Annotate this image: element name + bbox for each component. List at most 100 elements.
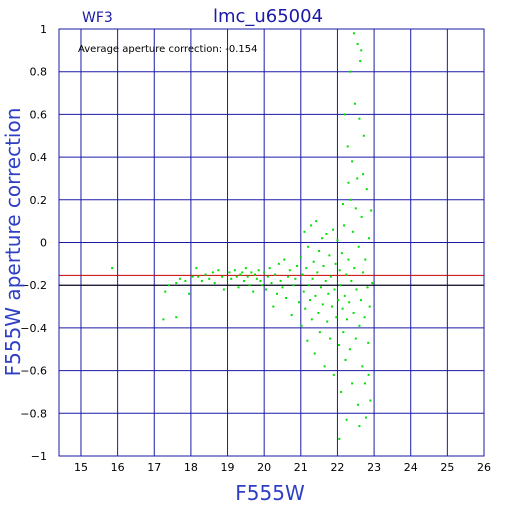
data-point — [191, 275, 194, 278]
data-point — [296, 264, 299, 267]
data-point — [228, 271, 231, 274]
data-point — [313, 352, 316, 355]
data-point — [337, 343, 340, 346]
data-point — [330, 305, 333, 308]
data-point — [338, 269, 341, 272]
y-tick-label: −0.4 — [20, 322, 47, 335]
data-point — [351, 230, 354, 233]
data-point — [297, 301, 300, 304]
data-point — [358, 117, 361, 120]
data-point — [356, 403, 359, 406]
data-point — [332, 373, 335, 376]
data-point — [250, 271, 253, 274]
reference-lines — [59, 274, 484, 286]
x-tick-label: 24 — [404, 461, 418, 474]
data-point — [333, 288, 336, 291]
x-tick-label: 22 — [330, 461, 344, 474]
data-point — [288, 269, 291, 272]
x-tick-label: 26 — [477, 461, 491, 474]
y-tick-label: 1 — [40, 23, 47, 36]
data-point — [341, 307, 344, 310]
data-point — [329, 337, 332, 340]
y-tick-label: 0 — [40, 237, 47, 250]
data-point — [347, 258, 350, 261]
x-tick-label: 25 — [440, 461, 454, 474]
data-point — [348, 348, 351, 351]
data-point — [349, 70, 352, 73]
data-point — [335, 316, 338, 319]
data-point — [294, 277, 297, 280]
data-point — [346, 145, 349, 148]
x-tick-label: 19 — [221, 461, 235, 474]
data-point — [340, 390, 343, 393]
data-point — [164, 290, 167, 293]
data-point — [241, 271, 244, 274]
data-point — [175, 282, 178, 285]
data-point — [307, 245, 310, 248]
data-point — [367, 341, 370, 344]
data-point — [254, 273, 257, 276]
chart-subtitle: WF3 — [82, 10, 113, 26]
data-point — [314, 294, 317, 297]
data-point — [365, 188, 368, 191]
data-point — [359, 299, 362, 302]
data-point — [352, 311, 355, 314]
y-tick-label: −0.8 — [20, 407, 47, 420]
data-point — [355, 288, 358, 291]
data-point — [318, 331, 321, 334]
x-tick-label: 21 — [294, 461, 308, 474]
average-annotation: Average aperture correction: -0.154 — [78, 44, 258, 55]
data-point — [336, 239, 339, 242]
data-point — [362, 271, 365, 274]
data-point — [322, 264, 325, 267]
data-point — [364, 258, 367, 261]
data-point — [341, 203, 344, 206]
data-point — [285, 297, 288, 300]
data-point — [353, 267, 356, 270]
data-point — [345, 273, 348, 276]
data-point — [200, 279, 203, 282]
data-point — [358, 425, 361, 428]
data-point — [329, 275, 332, 278]
data-point — [321, 237, 324, 240]
data-point — [361, 365, 364, 368]
data-point — [359, 60, 362, 63]
data-point — [319, 286, 322, 289]
data-point — [261, 284, 264, 287]
data-point — [197, 275, 200, 278]
data-point — [290, 314, 293, 317]
data-point — [363, 382, 366, 385]
data-point — [204, 273, 207, 276]
data-point — [306, 339, 309, 342]
data-point — [347, 181, 350, 184]
data-point — [352, 32, 355, 35]
data-point — [211, 271, 214, 274]
data-point — [286, 275, 289, 278]
chart-title: lmc_u65004 — [213, 6, 323, 27]
data-point — [255, 277, 258, 280]
y-axis-tick-labels: 1 0.8 0.6 0.4 0.2 0 −0.2 −0.4 −0.6 −0.8 −1 — [20, 23, 47, 463]
data-point — [351, 160, 354, 163]
data-point — [221, 275, 224, 278]
data-point — [358, 324, 361, 327]
data-point — [315, 220, 318, 223]
data-point — [246, 275, 249, 278]
data-point — [188, 292, 191, 295]
x-tick-label: 15 — [74, 461, 88, 474]
data-point — [277, 262, 280, 265]
data-point — [345, 418, 348, 421]
data-point — [312, 260, 315, 263]
data-point — [281, 286, 284, 289]
data-point — [307, 284, 310, 287]
data-point — [342, 331, 345, 334]
data-point — [354, 207, 357, 210]
data-point — [301, 273, 304, 276]
data-point — [338, 437, 341, 440]
data-point — [184, 279, 187, 282]
data-point — [266, 275, 269, 278]
data-point — [263, 271, 266, 274]
data-point — [305, 267, 308, 270]
data-point — [292, 284, 295, 287]
